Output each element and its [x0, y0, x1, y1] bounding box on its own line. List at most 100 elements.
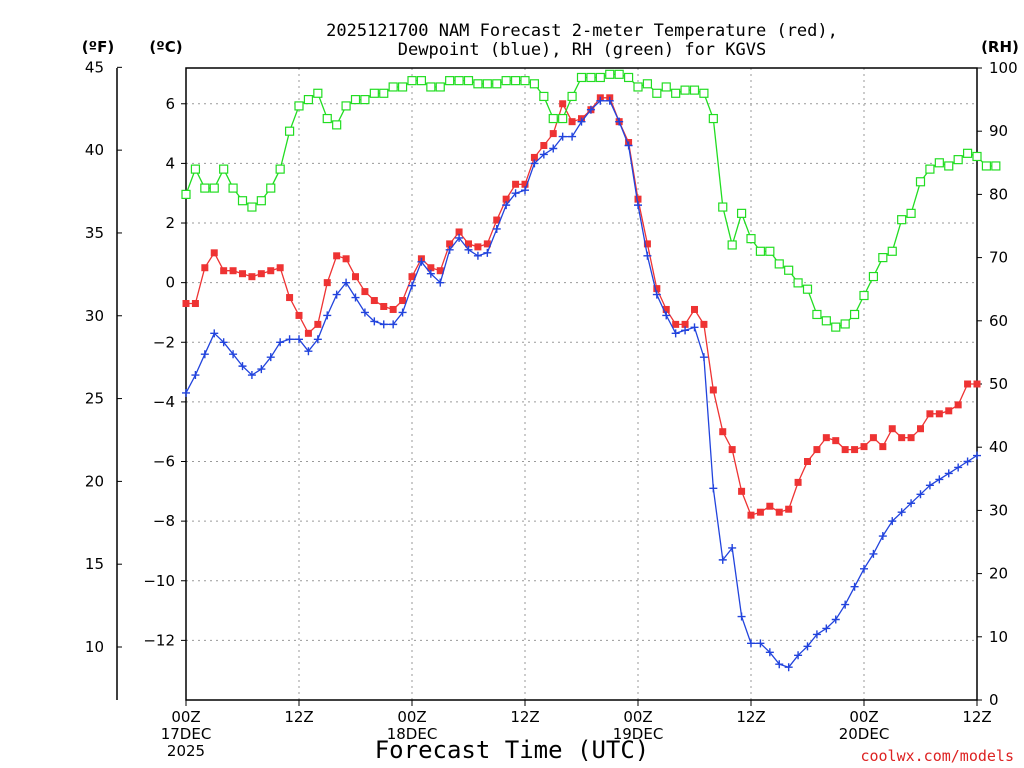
rh-point — [962, 148, 973, 158]
rh-point — [510, 76, 521, 86]
x-tick-label: 18DEC — [387, 725, 438, 743]
rh-point — [765, 246, 775, 256]
x-tick-label: 20DEC — [839, 725, 890, 743]
temperature-point — [832, 437, 840, 445]
temperature-point — [794, 478, 802, 486]
temperature-point — [323, 279, 331, 287]
temperature-point — [653, 285, 661, 293]
dewpoint-point — [596, 96, 605, 105]
dewpoint-point — [332, 290, 341, 299]
plot-frame — [185, 67, 978, 701]
fahrenheit-tick-label: 20 — [85, 472, 104, 490]
temperature-point — [907, 434, 915, 442]
dewpoint-point — [229, 350, 238, 359]
temperature-point — [568, 118, 576, 126]
fahrenheit-tick-label: 15 — [85, 555, 104, 573]
rh-tick-label: 40 — [989, 438, 1008, 456]
temperature-point — [860, 443, 868, 451]
dewpoint-point — [643, 251, 652, 260]
temperature-point — [257, 270, 265, 278]
fahrenheit-tick-label: 45 — [85, 58, 104, 76]
rh-point — [294, 101, 304, 111]
x-tick-label: 2025 — [167, 742, 205, 760]
rh-point — [539, 91, 549, 102]
celsius-tick-label: −12 — [143, 631, 175, 649]
rh-point — [228, 183, 238, 193]
temperature-point — [267, 267, 275, 275]
rh-tick-label: 0 — [989, 691, 999, 709]
temperature-point — [917, 425, 924, 433]
rh-point — [878, 253, 888, 263]
temperature-point — [314, 320, 322, 328]
dewpoint-point — [558, 132, 567, 141]
temperature-point — [286, 294, 294, 302]
rh-point — [831, 322, 841, 332]
celsius-tick-label: 4 — [165, 154, 175, 172]
dewpoint-point — [276, 338, 285, 347]
rh-point — [445, 76, 455, 86]
celsius-tick-label: −8 — [153, 512, 175, 530]
temperature-point — [841, 446, 849, 454]
dewpoint-point — [615, 117, 624, 126]
rh-point — [463, 76, 474, 86]
temperature-point — [352, 273, 359, 281]
rh-tick-label: 80 — [989, 185, 1008, 203]
temperature-point — [945, 407, 953, 415]
rh-point — [529, 79, 540, 89]
dewpoint-point — [699, 353, 708, 362]
rh-point — [548, 113, 558, 124]
temperature-point — [248, 273, 256, 281]
rh-point — [953, 155, 963, 165]
temperature-point — [399, 297, 407, 305]
dewpoint-point — [586, 105, 595, 114]
temperature-point — [465, 240, 472, 248]
dewpoint-point — [737, 612, 746, 621]
rh-point — [595, 72, 605, 83]
dewpoint-point — [285, 335, 294, 344]
dewpoint-point — [624, 141, 633, 150]
rh-point — [209, 183, 219, 193]
dewpoint-point — [822, 624, 831, 633]
fahrenheit-tick-label: 40 — [85, 141, 104, 159]
rh-point — [284, 126, 295, 136]
dewpoint-point — [709, 484, 718, 493]
rh-point — [303, 94, 314, 105]
x-tick-label: 19DEC — [613, 725, 664, 743]
x-tick-label: 12Z — [962, 708, 991, 726]
dewpoint-point — [973, 451, 981, 460]
rh-point — [981, 161, 992, 171]
rh-unit-label: (RH) — [981, 38, 1019, 56]
rh-point — [567, 91, 577, 102]
x-tick-label: 12Z — [510, 708, 539, 726]
dewpoint-point — [502, 201, 511, 210]
dewpoint-point — [652, 290, 661, 299]
dewpoint-point — [219, 338, 228, 347]
dewpoint-point — [295, 335, 303, 344]
temperature-point — [869, 434, 877, 442]
dewpoint-point — [398, 308, 407, 317]
temperature-point — [276, 264, 284, 272]
rh-point — [454, 76, 464, 86]
rh-point — [605, 69, 615, 79]
dewpoint-point — [944, 469, 953, 478]
dewpoint-point — [360, 308, 369, 317]
temperature-point — [643, 240, 651, 248]
dewpoint-point — [257, 365, 266, 374]
rh-point — [350, 94, 361, 105]
rh-point — [247, 202, 257, 212]
temperature-point — [662, 305, 670, 313]
rh-point — [586, 72, 596, 83]
rh-point — [614, 69, 624, 79]
temperature-point — [239, 270, 246, 278]
x-tick-label: 12Z — [736, 708, 765, 726]
temperature-point — [370, 297, 378, 305]
rh-tick-label: 90 — [989, 122, 1008, 140]
data-series — [181, 69, 1001, 672]
dewpoint-point — [794, 651, 803, 660]
temperature-point — [766, 502, 774, 510]
rh-point — [237, 196, 248, 206]
dewpoint-point — [916, 490, 925, 499]
credit-link[interactable]: coolwx.com/models — [860, 747, 1014, 765]
rh-point — [275, 164, 285, 174]
dewpoint-point — [935, 475, 944, 484]
